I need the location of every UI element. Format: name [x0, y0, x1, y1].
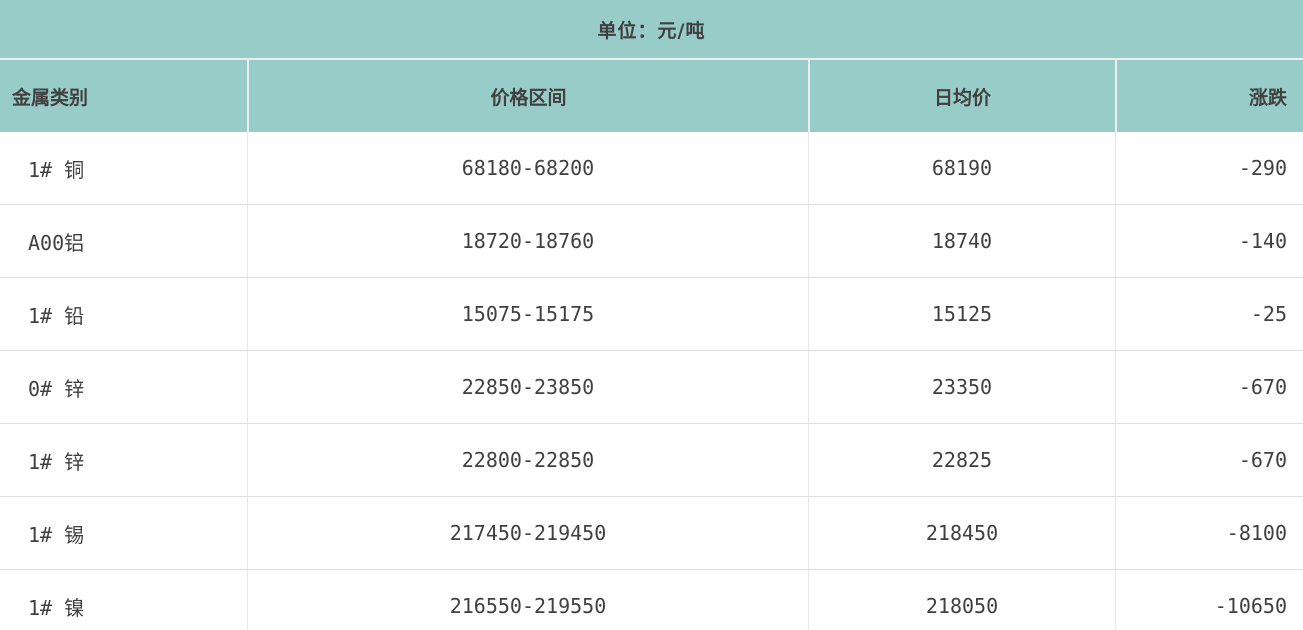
metal-category-cell: 1# 锌 [28, 449, 85, 474]
price-range-cell: 216550-219550 [247, 570, 808, 630]
change-cell: -670 [1115, 351, 1303, 423]
change-cell: -140 [1115, 205, 1303, 277]
daily-average-cell: 18740 [808, 205, 1115, 277]
daily-average-cell: 218450 [808, 497, 1115, 569]
price-range-cell: 22800-22850 [247, 424, 808, 496]
column-header-price-range: 价格区间 [247, 60, 808, 132]
price-range-cell: 68180-68200 [247, 132, 808, 204]
change-cell: -25 [1115, 278, 1303, 350]
change-cell: -10650 [1115, 570, 1303, 630]
column-header-metal-category: 金属类别 [12, 86, 89, 109]
table-row: A00铝 18720-18760 18740 -140 [0, 205, 1303, 278]
column-header-daily-average: 日均价 [808, 60, 1115, 132]
table-row: 1# 铅 15075-15175 15125 -25 [0, 278, 1303, 351]
table-header-row: 金属类别 价格区间 日均价 涨跌 [0, 60, 1303, 132]
change-cell: -290 [1115, 132, 1303, 204]
change-cell: -670 [1115, 424, 1303, 496]
table-row: 1# 镍 216550-219550 218050 -10650 [0, 570, 1303, 630]
unit-label: 单位：元/吨 [597, 19, 706, 42]
price-range-cell: 18720-18760 [247, 205, 808, 277]
table-row: 1# 铜 68180-68200 68190 -290 [0, 132, 1303, 205]
price-range-cell: 15075-15175 [247, 278, 808, 350]
metal-category-cell: 0# 锌 [28, 376, 85, 401]
metal-category-cell: 1# 铜 [28, 157, 85, 182]
price-range-cell: 22850-23850 [247, 351, 808, 423]
daily-average-cell: 68190 [808, 132, 1115, 204]
daily-average-cell: 15125 [808, 278, 1115, 350]
unit-banner: 单位：元/吨 [0, 0, 1303, 60]
metal-category-cell: 1# 镍 [28, 595, 85, 620]
table-row: 1# 锌 22800-22850 22825 -670 [0, 424, 1303, 497]
metal-category-cell: 1# 锡 [28, 522, 85, 547]
change-cell: -8100 [1115, 497, 1303, 569]
table-body: 1# 铜 68180-68200 68190 -290 A00铝 18720-1… [0, 132, 1303, 630]
metal-category-cell: 1# 铅 [28, 303, 85, 328]
column-header-change: 涨跌 [1115, 60, 1303, 132]
metal-category-cell: A00铝 [28, 230, 85, 255]
daily-average-cell: 218050 [808, 570, 1115, 630]
daily-average-cell: 22825 [808, 424, 1115, 496]
table-row: 0# 锌 22850-23850 23350 -670 [0, 351, 1303, 424]
price-range-cell: 217450-219450 [247, 497, 808, 569]
daily-average-cell: 23350 [808, 351, 1115, 423]
table-row: 1# 锡 217450-219450 218450 -8100 [0, 497, 1303, 570]
